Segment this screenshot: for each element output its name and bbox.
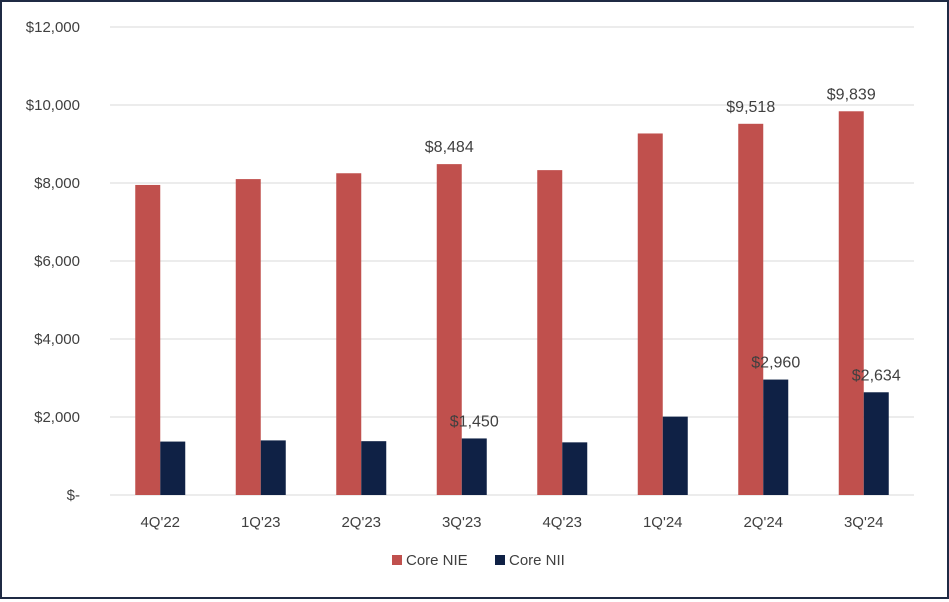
legend-swatch	[392, 555, 402, 565]
bar-core-nie	[738, 123, 764, 495]
y-tick-label: $6,000	[34, 253, 80, 270]
bar-core-nii	[763, 379, 789, 495]
bar-core-nie	[336, 173, 362, 495]
bar-core-nie	[235, 179, 261, 495]
x-tick-label: 3Q'23	[442, 514, 482, 531]
data-label: $9,839	[827, 86, 876, 103]
x-tick-label: 1Q'24	[643, 514, 683, 531]
bar-core-nie	[135, 184, 161, 495]
legend: Core NIE Core NII	[392, 552, 565, 569]
x-axis-ticks: 4Q'22 1Q'23 2Q'23 3Q'23 4Q'23 1Q'24 2Q'24 3Q'24	[140, 514, 883, 531]
bar-core-nii	[260, 440, 286, 495]
y-tick-label: $4,000	[34, 331, 80, 348]
y-tick-label: $8,000	[34, 175, 80, 192]
x-tick-label: 1Q'23	[241, 514, 281, 531]
x-tick-label: 4Q'22	[140, 514, 180, 531]
bar-core-nii	[863, 392, 889, 495]
bar-core-nii	[361, 441, 387, 495]
x-tick-label: 3Q'24	[844, 514, 884, 531]
x-tick-label: 2Q'24	[743, 514, 783, 531]
data-label: $2,634	[852, 367, 901, 384]
bar-core-nii	[662, 416, 688, 495]
bar-core-nie	[537, 170, 563, 495]
bar-core-nie	[436, 164, 462, 495]
bar-core-nie	[838, 111, 864, 496]
data-label: $2,960	[751, 355, 800, 372]
bar-core-nii	[461, 438, 487, 495]
x-tick-label: 4Q'23	[542, 514, 582, 531]
y-tick-label: $12,000	[26, 19, 80, 36]
x-tick-label: 2Q'23	[341, 514, 381, 531]
gridlines	[110, 26, 914, 496]
legend-label: Core NII	[509, 552, 565, 569]
legend-swatch	[495, 555, 505, 565]
data-labels: $8,484 $1,450 $9,518 $2,960 $9,839 $2,634	[425, 86, 901, 430]
bar-core-nii	[160, 441, 186, 495]
bar-core-nii	[562, 442, 588, 495]
y-tick-label: $2,000	[34, 409, 80, 426]
y-axis-ticks: $- $2,000 $4,000 $6,000 $8,000 $10,000 $12,000	[26, 19, 80, 504]
legend-label: Core NIE	[406, 552, 468, 569]
data-label: $8,484	[425, 139, 474, 156]
y-tick-label: $10,000	[26, 97, 80, 114]
data-label: $1,450	[450, 413, 499, 430]
bar-core-nie	[637, 133, 663, 495]
bars	[135, 111, 889, 496]
data-label: $9,518	[726, 99, 775, 116]
y-tick-label: $-	[67, 487, 80, 504]
